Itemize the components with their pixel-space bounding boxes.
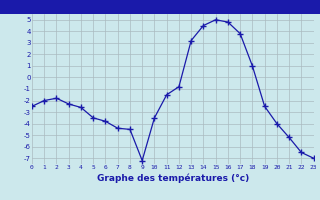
X-axis label: Graphe des températures (°c): Graphe des températures (°c) [97,173,249,183]
